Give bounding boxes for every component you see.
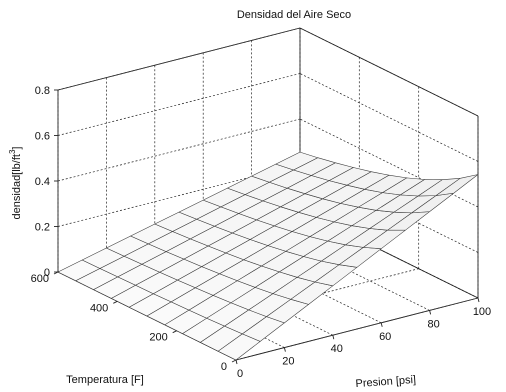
box-edge [299, 27, 479, 117]
y-tick-mark [231, 359, 237, 363]
z-axis-label: densidad[lb/ft3] [8, 147, 23, 220]
y-tick-label: 200 [149, 332, 167, 344]
x-tick-mark [235, 359, 238, 365]
x-tick-mark [283, 347, 286, 352]
x-tick-label: 0 [237, 368, 243, 380]
x-tick-mark [380, 322, 383, 327]
z-tick-label: 0.2 [35, 222, 50, 234]
x-axis-label: Presion [psi] [355, 374, 416, 390]
y-tick-label: 600 [31, 273, 49, 285]
chart-title: Densidad del Aire Seco [237, 9, 351, 21]
y-tick-label: 0 [221, 361, 227, 373]
z-tick-label: 0.6 [35, 131, 50, 143]
x-tick-label: 80 [427, 318, 439, 330]
back-wall-gridline [57, 118, 301, 182]
x-tick-label: 60 [379, 331, 391, 343]
z-axis-label-main: densidad[lb/ft [11, 154, 23, 219]
side-wall-gridline [299, 73, 479, 162]
z-axis-label-end: ] [11, 147, 23, 150]
y-axis-label: Temperatura [F] [66, 374, 144, 386]
x-tick-label: 40 [331, 343, 343, 355]
back-wall-gridline [57, 73, 301, 136]
x-tick-mark [332, 335, 335, 340]
y-tick-mark [113, 300, 118, 304]
x-tick-mark [429, 310, 432, 315]
x-tick-label: 100 [473, 306, 491, 318]
x-axis-line [235, 297, 479, 361]
z-tick-label: 0.8 [35, 85, 50, 97]
x-tick-label: 20 [282, 356, 294, 368]
surface-cell [435, 174, 479, 196]
surface-mesh [57, 151, 479, 361]
box-edge [57, 27, 301, 91]
y-tick-label: 400 [90, 302, 108, 314]
z-axis-label-sup: 3 [8, 149, 17, 154]
z-tick-label: 0 [44, 267, 50, 279]
z-tick-label: 0.4 [35, 176, 50, 188]
x-tick-mark [477, 297, 480, 303]
y-tick-mark [172, 330, 177, 334]
